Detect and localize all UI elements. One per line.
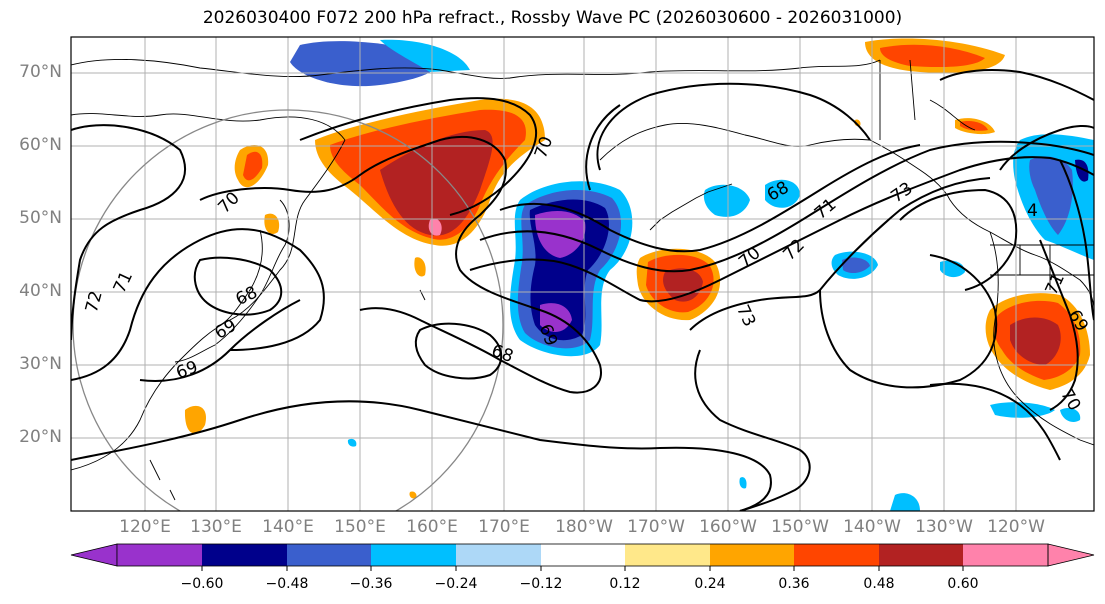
colorbar-label: 0.60 bbox=[947, 576, 979, 592]
lat-label: 20°N bbox=[19, 427, 62, 447]
colorbar-min-extension bbox=[70, 543, 118, 567]
colorbar-swatch bbox=[710, 544, 794, 566]
colorbar-label: −0.60 bbox=[180, 576, 224, 592]
contour-lines bbox=[71, 69, 1094, 511]
colorbar-swatch bbox=[625, 544, 710, 566]
colorbar bbox=[70, 543, 1095, 571]
colorbar-label: −0.36 bbox=[349, 576, 393, 592]
lat-label: 30°N bbox=[19, 354, 62, 374]
map-frame bbox=[70, 36, 1095, 512]
lat-label: 60°N bbox=[19, 135, 62, 155]
colorbar-label: 0.36 bbox=[778, 576, 810, 592]
lon-label: 140°W bbox=[843, 517, 901, 537]
colorbar-label: 0.24 bbox=[694, 576, 726, 592]
lon-label: 170°W bbox=[627, 517, 685, 537]
lat-label: 40°N bbox=[19, 281, 62, 301]
colorbar-swatch bbox=[541, 544, 625, 566]
contour-label: 4 bbox=[1027, 201, 1038, 221]
graticule bbox=[71, 37, 1094, 511]
lon-label: 130°E bbox=[190, 517, 242, 537]
lat-label: 70°N bbox=[19, 62, 62, 82]
colorbar-label: −0.12 bbox=[519, 576, 563, 592]
lon-label: 120°E bbox=[119, 517, 171, 537]
lon-label: 160°E bbox=[406, 517, 458, 537]
colorbar-max-extension bbox=[1047, 543, 1095, 567]
colorbar-label: −0.48 bbox=[265, 576, 309, 592]
colorbar-swatch bbox=[879, 544, 963, 566]
lon-label: 150°W bbox=[771, 517, 829, 537]
lat-label: 50°N bbox=[19, 208, 62, 228]
lon-label: 160°W bbox=[699, 517, 757, 537]
colorbar-frame bbox=[116, 543, 1049, 567]
lon-label: 140°E bbox=[262, 517, 314, 537]
lon-label: 170°E bbox=[478, 517, 530, 537]
colorbar-label: 0.48 bbox=[863, 576, 895, 592]
colorbar-swatch bbox=[963, 544, 1048, 566]
lon-label: 130°W bbox=[915, 517, 973, 537]
colorbar-label: −0.24 bbox=[434, 576, 478, 592]
colorbar-swatch bbox=[287, 544, 371, 566]
colorbar-swatch bbox=[371, 544, 456, 566]
colorbar-ticks bbox=[201, 566, 964, 571]
colorbar-swatch bbox=[456, 544, 541, 566]
lon-label: 150°E bbox=[334, 517, 386, 537]
range-circle bbox=[72, 109, 504, 511]
colorbar-swatch bbox=[117, 544, 202, 566]
lon-label: 120°W bbox=[987, 517, 1045, 537]
lon-label: 180°W bbox=[555, 517, 613, 537]
colorbar-label: 0.12 bbox=[609, 576, 641, 592]
colorbar-swatch bbox=[202, 544, 287, 566]
colorbar-swatch bbox=[794, 544, 879, 566]
map-title: 2026030400 F072 200 hPa refract., Rossby… bbox=[202, 8, 903, 28]
